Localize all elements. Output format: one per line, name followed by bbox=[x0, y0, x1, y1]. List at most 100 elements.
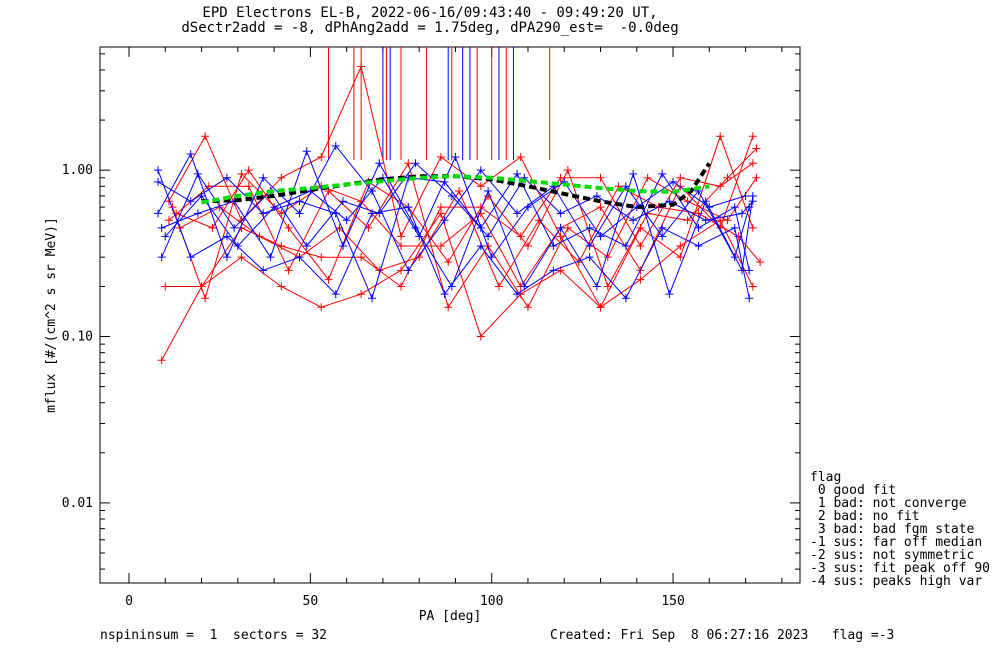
data-point bbox=[193, 169, 202, 178]
series-line bbox=[157, 170, 750, 300]
data-point bbox=[440, 216, 449, 225]
data-point bbox=[230, 223, 239, 232]
data-point bbox=[157, 223, 166, 232]
data-point bbox=[629, 216, 638, 225]
data-point bbox=[222, 173, 231, 182]
legend-entry: -1 sus: far off median bbox=[810, 535, 983, 550]
y-tick-label: 1.00 bbox=[62, 163, 93, 178]
data-point bbox=[694, 242, 703, 251]
data-point bbox=[513, 169, 522, 178]
data-point bbox=[375, 209, 384, 218]
footer-settings: nspininsum = 1 sectors = 32 bbox=[100, 628, 327, 643]
data-point bbox=[676, 182, 685, 191]
series-line bbox=[157, 172, 750, 300]
data-point bbox=[476, 166, 485, 175]
series-line bbox=[157, 144, 750, 272]
data-point bbox=[161, 282, 170, 291]
data-point bbox=[629, 169, 638, 178]
legend-entry: 2 bad: no fit bbox=[810, 509, 920, 524]
series-line bbox=[161, 149, 754, 296]
data-point bbox=[476, 332, 485, 341]
chart-title: EPD Electrons EL-B, 2022-06-16/09:43:40 … bbox=[202, 5, 658, 21]
legend-entry: 1 bad: not converge bbox=[810, 496, 967, 511]
data-point bbox=[676, 173, 685, 182]
data-point bbox=[549, 266, 558, 275]
data-point bbox=[154, 177, 163, 186]
y-axis-label: mflux [#/(cm^2 s sr MeV)] bbox=[44, 217, 59, 413]
data-point bbox=[513, 290, 522, 299]
data-point bbox=[208, 223, 217, 232]
legend-entry: -2 sus: not symmetric bbox=[810, 548, 975, 563]
data-point bbox=[295, 253, 304, 262]
data-point bbox=[665, 197, 674, 206]
data-point bbox=[658, 223, 667, 232]
data-point bbox=[455, 186, 464, 195]
data-point bbox=[444, 258, 453, 267]
data-point bbox=[331, 141, 340, 150]
data-point bbox=[397, 282, 406, 291]
data-point bbox=[331, 290, 340, 299]
data-point bbox=[636, 242, 645, 251]
x-tick-label: 0 bbox=[125, 594, 133, 609]
data-point bbox=[723, 173, 732, 182]
data-point bbox=[705, 203, 714, 212]
data-point bbox=[748, 197, 757, 206]
data-point bbox=[621, 294, 630, 303]
data-point bbox=[201, 132, 210, 141]
data-point bbox=[592, 282, 601, 291]
data-point bbox=[752, 144, 761, 153]
data-point bbox=[233, 242, 242, 251]
data-point bbox=[603, 253, 612, 262]
data-point bbox=[523, 242, 532, 251]
data-point bbox=[737, 266, 746, 275]
data-point bbox=[723, 216, 732, 225]
data-point bbox=[523, 303, 532, 312]
x-tick-label: 100 bbox=[480, 594, 503, 609]
data-point bbox=[513, 209, 522, 218]
data-point bbox=[237, 253, 246, 262]
data-point bbox=[436, 152, 445, 161]
data-point bbox=[154, 209, 163, 218]
data-point bbox=[636, 223, 645, 232]
data-point bbox=[375, 159, 384, 168]
data-point bbox=[317, 303, 326, 312]
data-point bbox=[487, 253, 496, 262]
data-point bbox=[756, 258, 765, 267]
data-point bbox=[748, 159, 757, 168]
data-point bbox=[302, 147, 311, 156]
data-point bbox=[447, 282, 456, 291]
data-point bbox=[339, 242, 348, 251]
data-point bbox=[520, 282, 529, 291]
legend-title: flag bbox=[810, 470, 842, 485]
data-point bbox=[476, 242, 485, 251]
data-point bbox=[404, 203, 413, 212]
data-point bbox=[368, 294, 377, 303]
data-point bbox=[404, 159, 413, 168]
data-point bbox=[447, 191, 456, 200]
data-point bbox=[244, 182, 253, 191]
data-point bbox=[277, 173, 286, 182]
data-point bbox=[748, 223, 757, 232]
legend-entry: -3 sus: fit peak off 90 bbox=[810, 561, 991, 576]
series-line bbox=[161, 212, 754, 361]
series-line bbox=[168, 162, 757, 309]
data-point bbox=[397, 232, 406, 241]
data-point bbox=[665, 290, 674, 299]
data-point bbox=[397, 242, 406, 251]
data-point bbox=[259, 266, 268, 275]
data-point bbox=[397, 266, 406, 275]
data-point bbox=[324, 275, 333, 284]
x-tick-label: 50 bbox=[303, 594, 319, 609]
data-point bbox=[237, 169, 246, 178]
data-point bbox=[676, 253, 685, 262]
data-point bbox=[676, 242, 685, 251]
data-point bbox=[186, 150, 195, 159]
data-point bbox=[201, 294, 210, 303]
data-point bbox=[277, 282, 286, 291]
data-point bbox=[284, 223, 293, 232]
legend-entry: 0 good fit bbox=[810, 483, 897, 498]
data-point bbox=[484, 186, 493, 195]
data-point bbox=[270, 203, 279, 212]
plot-data bbox=[154, 47, 765, 365]
